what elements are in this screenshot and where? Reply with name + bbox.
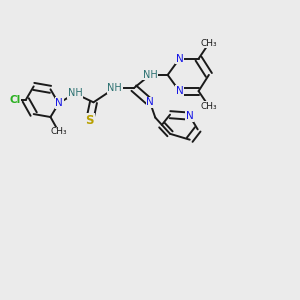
Text: N: N	[146, 97, 154, 107]
Text: Cl: Cl	[10, 95, 21, 105]
Text: CH₃: CH₃	[201, 102, 217, 111]
Text: NH: NH	[107, 83, 122, 93]
Text: N: N	[56, 98, 63, 108]
Text: S: S	[85, 114, 94, 127]
Text: NH: NH	[68, 88, 82, 98]
Text: CH₃: CH₃	[50, 127, 67, 136]
Text: N: N	[176, 54, 183, 64]
Text: N: N	[176, 86, 183, 96]
Text: N: N	[186, 111, 194, 121]
Text: NH: NH	[142, 70, 158, 80]
Text: CH₃: CH₃	[201, 39, 217, 48]
